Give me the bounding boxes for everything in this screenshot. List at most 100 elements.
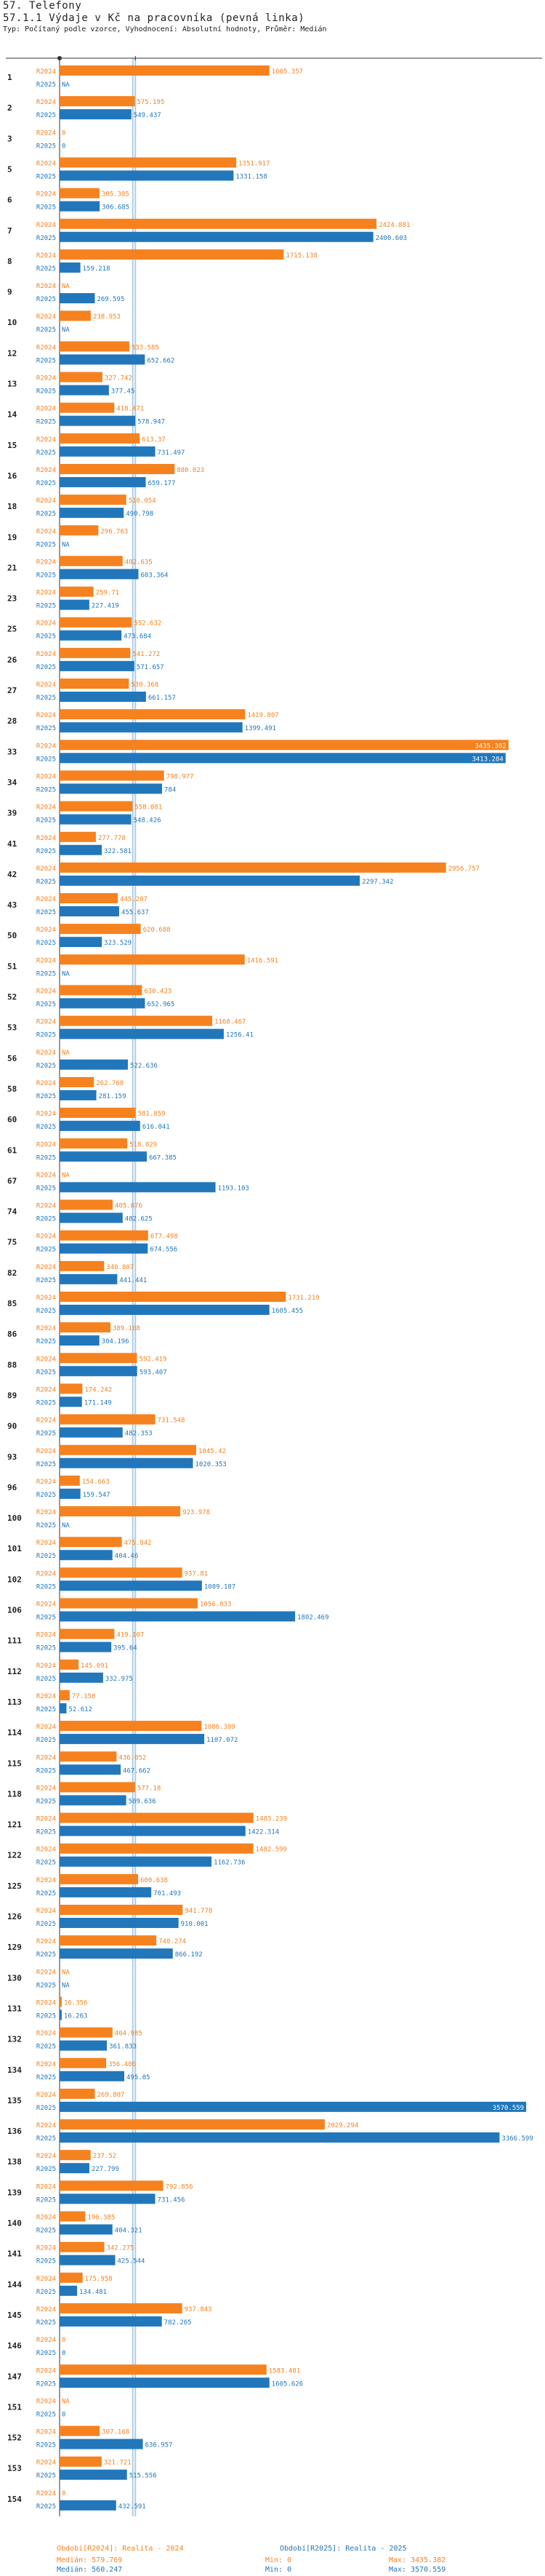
bar-r2024 xyxy=(60,372,102,383)
value-label-r2024: 937.843 xyxy=(185,2306,212,2313)
value-label-r2025: 616.041 xyxy=(142,1124,170,1131)
chart-footer: Období[R2024]: Realita - 2024 Období[R20… xyxy=(0,2543,545,2576)
series-label-r2024: R2024 xyxy=(36,129,56,137)
bar-r2024 xyxy=(60,1721,202,1732)
bar-r2025 xyxy=(60,293,95,304)
bar-r2025 xyxy=(60,2255,116,2265)
bar-r2025 xyxy=(60,2469,127,2480)
bar-r2025 xyxy=(60,2132,500,2143)
bar-r2024 xyxy=(60,2272,83,2283)
series-label-r2025: R2025 xyxy=(36,2289,56,2296)
series-label-r2025: R2025 xyxy=(36,970,56,977)
value-label-r2024: 552.632 xyxy=(134,620,161,628)
value-label-r2025: 1256.41 xyxy=(226,1032,254,1039)
series-label-r2024: R2024 xyxy=(36,1233,56,1241)
category-label: 93 xyxy=(7,1452,17,1462)
series-label-r2025: R2025 xyxy=(36,1399,56,1407)
series-label-r2024: R2024 xyxy=(36,1295,56,1302)
value-label-r2025: 0 xyxy=(62,143,65,150)
series-label-r2025: R2025 xyxy=(36,1890,56,1897)
series-label-r2024: R2024 xyxy=(36,1693,56,1700)
bar-r2024 xyxy=(60,862,446,873)
series-label-r2025: R2025 xyxy=(36,1676,56,1683)
bar-r2025 xyxy=(60,844,102,855)
value-label-r2025: 636.957 xyxy=(145,2442,173,2449)
value-label-r2025: 16.263 xyxy=(64,2012,88,2020)
series-label-r2024: R2024 xyxy=(36,1847,56,1854)
series-label-r2025: R2025 xyxy=(36,664,56,671)
value-label-r2025: 0 xyxy=(62,2411,65,2418)
value-label-r2024: 731.548 xyxy=(158,1417,185,1425)
value-label-r2024: NA xyxy=(62,1172,70,1179)
series-label-r2025: R2025 xyxy=(36,2350,56,2357)
series-label-r2025: R2025 xyxy=(36,2442,56,2449)
series-label-r2025: R2025 xyxy=(36,541,56,548)
series-label-r2024: R2024 xyxy=(36,222,56,229)
category-label: 153 xyxy=(7,2464,22,2473)
category-label: 82 xyxy=(7,1268,17,1278)
category-label: 118 xyxy=(7,1789,22,1799)
value-label-r2024: 277.778 xyxy=(98,835,126,842)
category-label: 106 xyxy=(7,1606,22,1615)
series-label-r2025: R2025 xyxy=(36,1615,56,1622)
series-label-r2025: R2025 xyxy=(36,1369,56,1376)
value-label-r2025: 593.407 xyxy=(140,1369,167,1376)
value-label-r2025: 323.529 xyxy=(104,940,132,947)
value-label-r2024: NA xyxy=(62,1049,70,1057)
bar-r2025 xyxy=(60,1918,179,1928)
value-label-r2024: 3435.382 xyxy=(475,743,506,750)
series-label-r2025: R2025 xyxy=(36,1124,56,1131)
bar-r2024 xyxy=(60,1506,181,1517)
bar-r2024 xyxy=(60,1475,80,1486)
series-label-r2025: R2025 xyxy=(36,2319,56,2327)
series-label-r2025: R2025 xyxy=(36,1645,56,1652)
bar-r2025 xyxy=(60,783,162,794)
category-label: 130 xyxy=(7,1973,22,1983)
series-label-r2025: R2025 xyxy=(36,2105,56,2112)
category-label: 1 xyxy=(7,73,12,82)
series-label-r2024: R2024 xyxy=(36,1386,56,1393)
bar-r2024 xyxy=(60,1138,128,1149)
series-label-r2025: R2025 xyxy=(36,1951,56,1959)
category-label: 23 xyxy=(7,594,17,604)
bar-r2025 xyxy=(60,1212,123,1223)
bar-r2024 xyxy=(60,1108,136,1119)
bar-r2024 xyxy=(60,1996,62,2007)
category-label: 140 xyxy=(7,2219,22,2228)
series-label-r2024: R2024 xyxy=(36,927,56,934)
value-label-r2025: 227.419 xyxy=(92,603,119,610)
bar-r2024 xyxy=(60,985,142,996)
bar-r2025 xyxy=(60,1121,140,1132)
series-label-r2025: R2025 xyxy=(36,1798,56,1805)
series-label-r2025: R2025 xyxy=(36,633,56,641)
bar-r2025 xyxy=(60,201,100,212)
category-label: 146 xyxy=(7,2341,22,2351)
value-label-r2024: 356.406 xyxy=(108,2061,136,2068)
value-label-r2024: 937.81 xyxy=(185,1570,209,1577)
value-label-r2024: 475.842 xyxy=(124,1540,152,1547)
category-label: 101 xyxy=(7,1544,22,1553)
bar-r2024 xyxy=(60,311,91,321)
bar-r2024 xyxy=(60,1751,117,1762)
value-label-r2025: 652.662 xyxy=(147,357,174,364)
bar-r2024 xyxy=(60,924,141,935)
bar-r2024 xyxy=(60,1628,115,1639)
series-label-r2025: R2025 xyxy=(36,1461,56,1468)
value-label-r2025: 578.947 xyxy=(137,419,165,426)
series-label-r2025: R2025 xyxy=(36,2196,56,2204)
value-label-r2024: 798.977 xyxy=(166,773,194,780)
bar-r2025 xyxy=(60,2193,156,2204)
value-label-r2024: 740.274 xyxy=(158,1938,186,1945)
series-label-r2024: R2024 xyxy=(36,252,56,260)
category-label: 9 xyxy=(7,287,12,297)
bar-r2025 xyxy=(60,937,102,948)
category-label: 16 xyxy=(7,471,17,481)
category-label: 28 xyxy=(7,716,17,726)
value-label-r2024: 575.195 xyxy=(137,99,164,106)
bar-r2025 xyxy=(60,231,374,242)
min-r2025: Min: 0 xyxy=(265,2566,292,2574)
series-label-r2025: R2025 xyxy=(36,112,56,119)
value-label-r2024: 1605.357 xyxy=(272,68,303,76)
value-label-r2024: 175.958 xyxy=(85,2276,113,2283)
bar-r2024 xyxy=(60,617,132,628)
